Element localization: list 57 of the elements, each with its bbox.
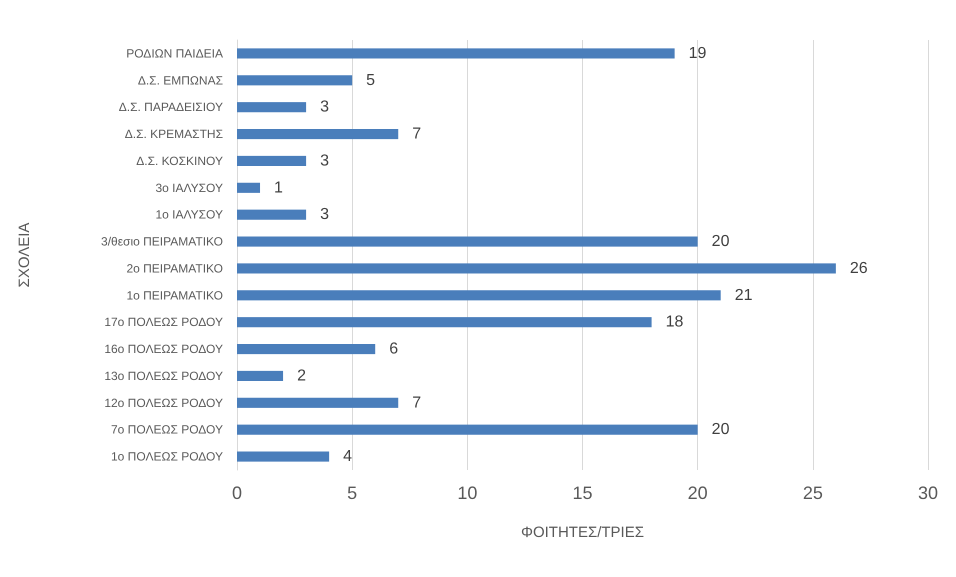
bar: [237, 370, 284, 382]
y-tick-label: Δ.Σ. ΚΡΕΜΑΣΤΗΣ: [124, 127, 223, 142]
x-axis-title: ΦΟΙΤΗΤΕΣ/ΤΡΙΕΣ: [520, 524, 644, 541]
y-tick-label: 16ο ΠΟΛΕΩΣ ΡΟΔΟΥ: [104, 342, 223, 356]
y-tick-label: 17ο ΠΟΛΕΩΣ ΡΟΔΟΥ: [104, 315, 223, 330]
data-label: 7: [412, 394, 422, 412]
y-tick-label: 2ο ΠΕΙΡΑΜΑΤΙΚΟ: [126, 261, 223, 276]
x-tick-label: 10: [457, 483, 478, 503]
y-tick-label: Δ.Σ. ΠΑΡΑΔΕΙΣΙΟΥ: [118, 100, 223, 114]
x-tick-label: 20: [688, 483, 708, 503]
y-tick-label: Δ.Σ. ΚΟΣΚΙΝΟΥ: [136, 154, 223, 168]
y-tick-label: 3ο ΙΑΛΥΣΟΥ: [155, 180, 223, 195]
y-tick-label: 7ο ΠΟΛΕΩΣ ΡΟΔΟΥ: [110, 422, 223, 437]
data-label: 26: [850, 260, 868, 277]
data-label: 4: [343, 448, 352, 466]
bar: [237, 210, 306, 220]
bar: [237, 182, 260, 193]
bar: [237, 398, 398, 408]
data-label: 3: [320, 206, 330, 224]
y-tick-label: ΡΟΔΙΩΝ ΠΑΙΔΕΙΑ: [126, 46, 223, 60]
y-tick-label: Δ.Σ. ΕΜΠΩΝΑΣ: [138, 73, 223, 88]
bar: [237, 451, 330, 462]
y-tick-label: 1ο ΠΕΙΡΑΜΑΤΙΚΟ: [126, 288, 223, 302]
data-label: 20: [712, 233, 730, 250]
bar: [237, 236, 698, 247]
bar: [237, 75, 352, 86]
bar: [237, 290, 721, 300]
bar: [237, 344, 376, 354]
y-tick-label: 12ο ΠΟΛΕΩΣ ΡΟΔΟΥ: [104, 396, 223, 410]
bar: [237, 317, 652, 328]
data-label: 3: [320, 98, 330, 116]
data-label: 6: [389, 340, 398, 358]
data-label: 20: [712, 421, 730, 438]
data-label: 18: [666, 314, 684, 331]
data-label: 2: [297, 367, 306, 384]
data-label: 3: [320, 152, 330, 170]
y-tick-label: 3/θεσιο ΠΕΙΡΑΜΑΤΙΚΟ: [101, 234, 223, 249]
x-tick-label: 30: [918, 483, 938, 503]
data-label: 21: [734, 286, 753, 304]
y-tick-label: 1ο ΙΑΛΥΣΟΥ: [155, 208, 223, 222]
data-label: 7: [412, 126, 422, 143]
x-tick-label: 5: [347, 483, 358, 503]
y-tick-label: 1ο ΠΟΛΕΩΣ ΡΟΔΟΥ: [110, 450, 223, 464]
bar: [237, 156, 306, 166]
bar: [237, 263, 836, 274]
x-tick-label: 25: [802, 483, 823, 503]
bar: [237, 424, 698, 435]
data-label: 1: [274, 179, 284, 196]
x-tick-label: 15: [572, 483, 593, 503]
y-axis-title: ΣΧΟΛΕΙΑ: [16, 222, 33, 288]
bar: [237, 102, 306, 112]
data-label: 5: [366, 72, 376, 89]
bar: [237, 128, 398, 140]
x-tick-label: 0: [232, 483, 242, 503]
bar: [237, 48, 675, 59]
y-tick-label: 13ο ΠΟΛΕΩΣ ΡΟΔΟΥ: [104, 368, 223, 383]
data-label: 19: [688, 44, 707, 62]
